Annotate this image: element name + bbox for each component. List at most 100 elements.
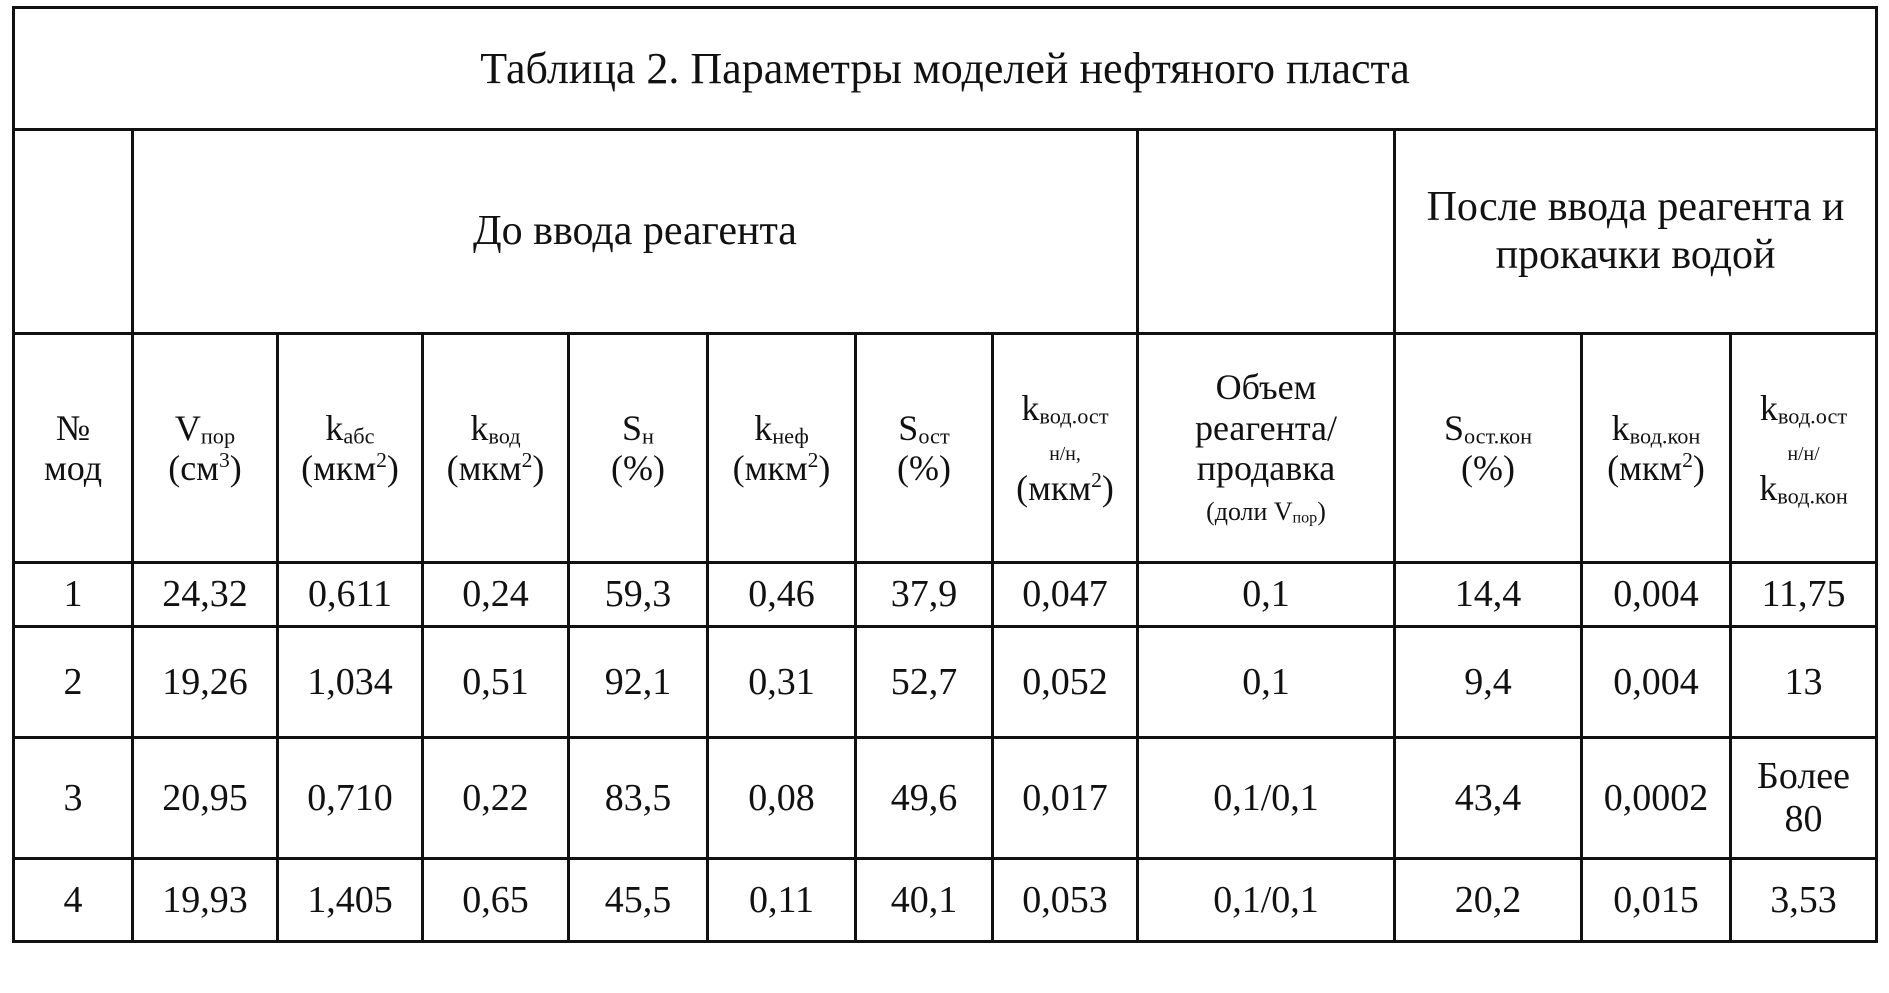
table-cell: 24,32 [131, 561, 279, 628]
header-symbol: k [1759, 468, 1778, 509]
header-text: Объем [1215, 367, 1317, 408]
header-subscript: вод.кон [1629, 423, 1701, 449]
table-cell: 0,46 [706, 561, 857, 628]
table-cell: 0,611 [276, 561, 424, 628]
table-cell: 0,1/0,1 [1136, 857, 1396, 943]
table-cell: 0,052 [991, 625, 1139, 739]
table-row: 3 20,95 0,710 0,22 83,5 0,08 49,6 0,017 0,1/0,1 4… [12, 736, 1879, 860]
header-unit: (%) [611, 448, 665, 488]
table-cell: 1 [12, 561, 134, 628]
header-subscript: н [642, 423, 654, 449]
header-symbol: S [622, 407, 643, 448]
header-symbol: k [1759, 387, 1778, 428]
table-cell: 0,047 [991, 561, 1139, 628]
table-cell: 2 [12, 625, 134, 739]
header-text: продавка [1196, 448, 1336, 488]
table-row: 2 19,26 1,034 0,51 92,1 0,31 52,7 0,052 0,1 9,4 0,… [12, 625, 1879, 739]
header-subscript: ост.кон [1463, 423, 1533, 449]
header-subscript: вод.ост [1777, 402, 1848, 428]
table-cell: 13 [1728, 625, 1879, 739]
table-cell: 4 [12, 857, 134, 943]
header-subscript: абс [343, 423, 375, 449]
empty-group-cell [12, 128, 134, 335]
header-unit: (см [168, 448, 219, 488]
table-cell: 3 [12, 736, 134, 860]
header-subscript: ост [918, 423, 950, 449]
header-unit: ) [229, 448, 242, 488]
header-unit: мод [43, 448, 103, 488]
column-header: kнеф (мкм2) [706, 332, 857, 564]
table-cell: 49,6 [854, 736, 994, 860]
table-cell: 0,24 [421, 561, 570, 628]
cell-text: Более [1757, 755, 1851, 798]
table-cell: 40,1 [854, 857, 994, 943]
header-superscript: 2 [376, 448, 387, 472]
header-subscript: вод.ост [1039, 402, 1109, 428]
header-unit: (мкм [1607, 448, 1683, 488]
cell-text: 80 [1784, 798, 1823, 840]
table-cell: 0,710 [276, 736, 424, 860]
header-subscript: пор [200, 423, 236, 449]
column-header: kвод.кон (мкм2) [1580, 332, 1732, 564]
empty-group-cell [1136, 128, 1396, 335]
table-cell: 0,31 [706, 625, 857, 739]
header-symbol: k [754, 407, 773, 448]
table-cell: 0,017 [991, 736, 1139, 860]
header-unit: (мкм [301, 448, 377, 488]
column-header: Sн (%) [567, 332, 709, 564]
header-superscript: 2 [1091, 468, 1102, 493]
table-cell: 0,1/0,1 [1136, 736, 1396, 860]
table-row: 4 19,93 1,405 0,65 45,5 0,11 40,1 0,053 0,1/0,1 2… [12, 857, 1879, 943]
table-cell: 92,1 [567, 625, 709, 739]
group-after: После ввода реагента и прокачки водой [1392, 128, 1879, 335]
header-symbol: S [1443, 407, 1464, 448]
table-cell: 0,015 [1580, 857, 1732, 943]
header-subscript: неф [772, 423, 809, 449]
header-unit: ) [818, 448, 831, 488]
table-cell: 0,11 [706, 857, 857, 943]
header-unit: (мкм [732, 448, 808, 488]
group-before: До ввода реагента [131, 128, 1139, 335]
header-superscript: 2 [1682, 448, 1693, 472]
table-cell: 19,26 [131, 625, 279, 739]
header-subscript: вод [488, 423, 521, 449]
header-unit: ) [1692, 448, 1705, 488]
table-cell: 0,1 [1136, 561, 1396, 628]
header-unit: (%) [897, 448, 951, 488]
table-cell: 0,1 [1136, 625, 1396, 739]
table-cell: 19,93 [131, 857, 279, 943]
header-row: № мод Vпор (см3) kабс (мкм2) kвод (мкм2) Sн (%) kн… [12, 332, 1879, 564]
header-unit: (мкм [446, 448, 522, 488]
table-cell: 9,4 [1393, 625, 1583, 739]
table-cell: 45,5 [567, 857, 709, 943]
table-cell: 83,5 [567, 736, 709, 860]
header-unit: (%) [1461, 448, 1515, 488]
column-header: Объем реагента/продавка (доли Vпор) [1136, 332, 1396, 564]
header-symbol: V [174, 407, 201, 448]
column-header: № мод [12, 332, 134, 564]
column-header: Sост (%) [854, 332, 994, 564]
table-row: 1 24,32 0,611 0,24 59,3 0,46 37,9 0,047 0,1 14,4 0… [12, 561, 1879, 628]
table-cell: 14,4 [1393, 561, 1583, 628]
table-body: 1 24,32 0,611 0,24 59,3 0,46 37,9 0,047 0,1 14,4 0… [12, 561, 1879, 943]
header-symbol: k [1021, 387, 1040, 428]
table-cell: 43,4 [1393, 736, 1583, 860]
parameters-table: Таблица 2. Параметры моделей нефтяного п… [11, 6, 1879, 943]
header-symbol: k [1611, 407, 1630, 448]
header-superscript: 3 [218, 448, 230, 472]
table-cell: 3,53 [1728, 857, 1879, 943]
table-cell: 0,004 [1580, 625, 1732, 739]
header-symbol: k [470, 407, 489, 448]
header-symbol: S [898, 407, 919, 448]
column-header: kвод (мкм2) [421, 332, 570, 564]
header-unit: ) [532, 448, 545, 488]
table-cell: Более 80 [1728, 736, 1879, 860]
table-title: Таблица 2. Параметры моделей нефтяного п… [11, 6, 1879, 131]
header-subscript: вод.кон [1777, 483, 1848, 509]
header-subscript: пор [1292, 509, 1318, 527]
column-header: Sост.кон (%) [1393, 332, 1583, 564]
header-superscript: 2 [521, 448, 533, 472]
table-cell: 20,95 [131, 736, 279, 860]
table-cell: 0,0002 [1580, 736, 1732, 860]
table-cell: 0,51 [421, 625, 570, 739]
